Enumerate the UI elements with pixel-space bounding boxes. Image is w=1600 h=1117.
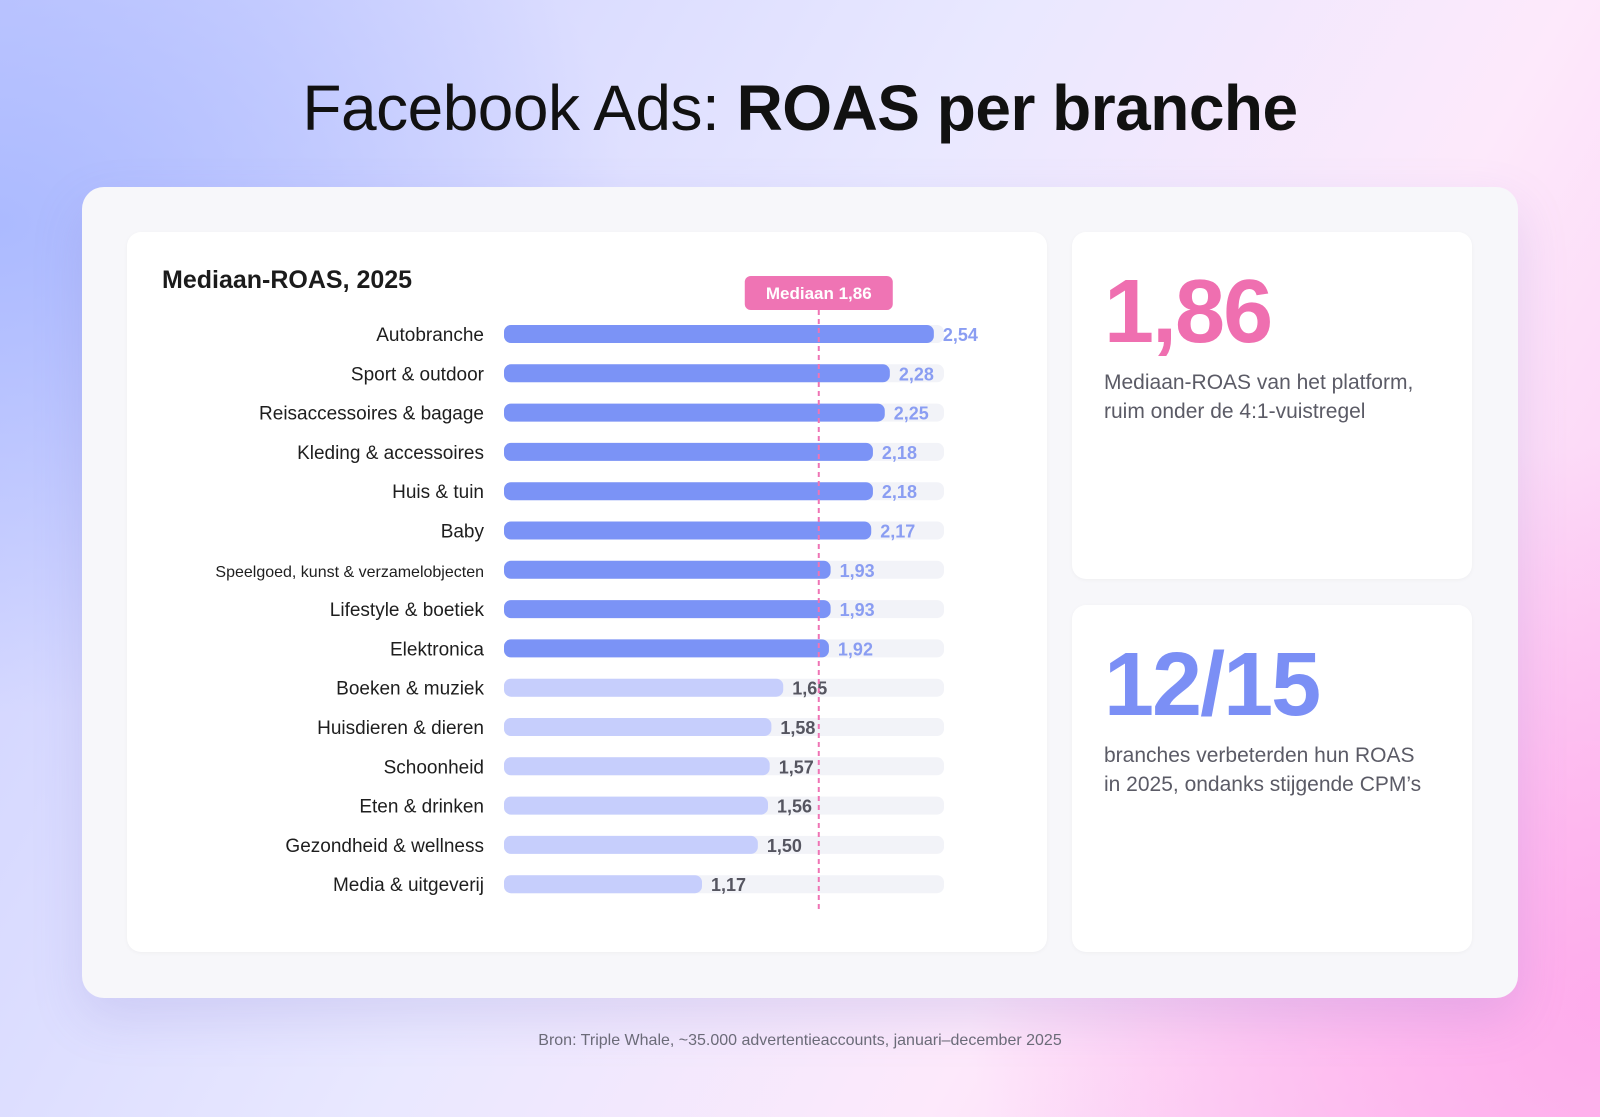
category-label: Eten & drinken (359, 797, 484, 818)
value-label: 1,57 (779, 757, 814, 777)
category-label: Kleding & accessoires (297, 443, 484, 464)
median-badge (744, 276, 893, 310)
value-label: 1,17 (711, 875, 746, 895)
value-label: 2,18 (882, 443, 917, 463)
bar (504, 521, 872, 540)
value-label: 2,28 (899, 364, 934, 384)
category-label: Gezondheid & wellness (285, 836, 484, 857)
bar (504, 442, 873, 461)
page-title: Facebook Ads: ROAS per branche (0, 68, 1600, 148)
median-badge-label: Mediaan 1,86 (766, 284, 872, 303)
value-label: 2,25 (894, 404, 929, 424)
value-label: 1,50 (767, 836, 802, 856)
page-title-bold: ROAS per branche (736, 72, 1299, 144)
page-title-light: Facebook Ads: (302, 72, 737, 144)
bar (504, 403, 885, 422)
stat-card-improved: 12/15 branches verbeterden hun ROAS in 2… (1072, 605, 1472, 952)
stat-desc-improved: branches verbeterden hun ROAS in 2025, o… (1104, 744, 1422, 796)
bar (504, 600, 831, 619)
category-label: Schoonheid (384, 757, 484, 778)
category-label: Autobranche (376, 325, 484, 346)
value-label: 1,92 (838, 639, 873, 659)
category-label: Media & uitgeverij (333, 875, 484, 896)
category-label: Huis & tuin (392, 482, 484, 503)
value-label: 2,54 (943, 325, 978, 345)
stat-value-median: 1,86 (1104, 262, 1273, 362)
bar (504, 325, 934, 343)
value-label: 1,93 (840, 561, 875, 581)
category-label: Huisdieren & dieren (317, 718, 484, 739)
bar (504, 796, 768, 815)
category-label: Speelgoed, kunst & verzamelobjecten (215, 564, 484, 581)
bar (504, 835, 758, 854)
source-note: Bron: Triple Whale, ~35.000 advertentiea… (538, 1032, 1062, 1049)
bar (504, 364, 890, 383)
bar-chart: Autobranche 2,54 Sport & outdoor 2,28 Reisac… (215, 276, 978, 911)
bar (504, 718, 772, 736)
bar (504, 678, 784, 697)
stat-desc-median: Mediaan-ROAS van het platform, ruim onde… (1104, 371, 1414, 423)
category-label: Elektronica (390, 639, 484, 660)
chart-title: Mediaan-ROAS, 2025 (162, 266, 413, 294)
content-card: Autobranche 2,54 Sport & outdoor 2,28 Reisac… (82, 187, 1518, 998)
value-label: 1,56 (777, 797, 812, 817)
bar (504, 639, 829, 658)
category-label: Sport & outdoor (351, 364, 485, 385)
category-label: Lifestyle & boetiek (330, 600, 485, 621)
value-label: 2,17 (880, 522, 915, 542)
bar (504, 482, 873, 501)
bar (504, 757, 770, 776)
stat-value-improved: 12/15 (1104, 635, 1321, 735)
stat-card-median: 1,86 Mediaan-ROAS van het platform, ruim… (1072, 232, 1472, 579)
chart-panel: Autobranche 2,54 Sport & outdoor 2,28 Reisac… (127, 232, 1047, 952)
value-label: 1,65 (792, 679, 827, 699)
value-label: 1,93 (840, 600, 875, 620)
bar (504, 875, 702, 894)
category-label: Reisaccessoires & bagage (259, 404, 484, 425)
bar (504, 560, 831, 579)
value-label: 2,18 (882, 482, 917, 502)
value-label: 1,58 (780, 718, 815, 738)
category-label: Boeken & muziek (336, 679, 484, 700)
category-label: Baby (441, 522, 485, 543)
